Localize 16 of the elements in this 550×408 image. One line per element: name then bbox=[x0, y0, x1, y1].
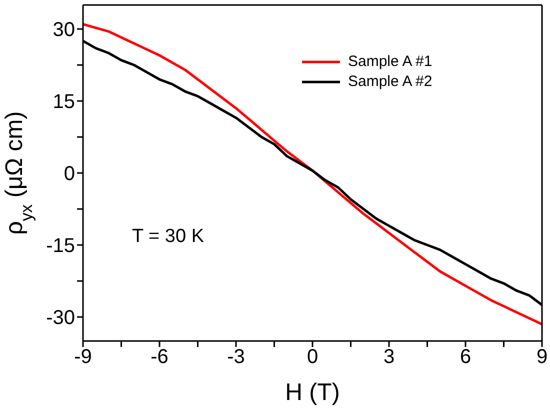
x-tick-label: 9 bbox=[536, 346, 548, 368]
x-tick-label: -3 bbox=[227, 346, 245, 368]
y-tick-label: 15 bbox=[52, 91, 75, 114]
x-axis-title: H (T) bbox=[285, 379, 340, 406]
y-tick-label: -30 bbox=[46, 307, 75, 330]
legend-label: Sample A #2 bbox=[348, 73, 432, 90]
y-tick-label: 0 bbox=[64, 163, 75, 186]
x-tick-label: -6 bbox=[150, 346, 168, 368]
y-tick-label: 30 bbox=[52, 19, 75, 42]
x-tick-label: 3 bbox=[383, 346, 395, 368]
x-tick-label: -9 bbox=[74, 346, 92, 368]
x-tick-label: 6 bbox=[460, 346, 472, 368]
annotation: T = 30 K bbox=[132, 226, 204, 248]
x-tick-label: 0 bbox=[306, 346, 318, 368]
y-tick-label: -15 bbox=[46, 235, 75, 258]
legend-label: Sample A #1 bbox=[348, 53, 432, 70]
